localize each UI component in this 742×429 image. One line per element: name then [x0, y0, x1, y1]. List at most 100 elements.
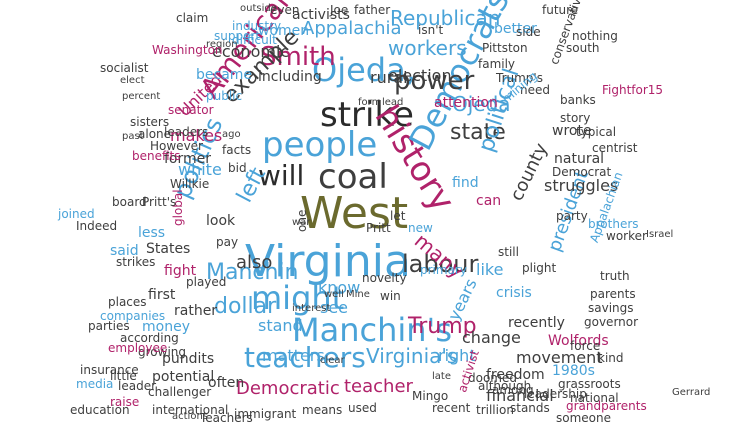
cloud-word-ojeda-: Ojeda,	[312, 51, 416, 89]
cloud-word-will: will	[258, 159, 305, 192]
cloud-word-former: former	[164, 151, 212, 167]
cloud-word-white: white	[178, 160, 222, 179]
cloud-word-trillion: trillion	[476, 403, 514, 417]
cloud-word-senator: senator	[168, 103, 214, 117]
cloud-word-used: used	[348, 401, 377, 415]
cloud-word-mingo: Mingo	[412, 389, 449, 403]
cloud-word-manchin-s: Manchin's	[292, 311, 453, 349]
cloud-word-side: side	[516, 25, 541, 39]
cloud-word-wrote: wrote	[552, 123, 592, 139]
cloud-word-still: still	[498, 245, 519, 259]
cloud-word-played: played	[186, 275, 227, 289]
cloud-word-sisters: sisters	[130, 115, 170, 129]
cloud-word-past: past	[122, 131, 144, 142]
cloud-word-public: public	[206, 89, 243, 103]
cloud-word-joined: joined	[58, 207, 95, 221]
cloud-word-better: better	[494, 21, 537, 37]
cloud-word-makes: makes	[170, 126, 223, 145]
cloud-word-rather: rather	[174, 303, 218, 319]
cloud-word-well: well	[324, 289, 344, 300]
cloud-word-national: national	[570, 391, 619, 405]
cloud-word-father: father	[354, 3, 391, 17]
cloud-word-first: first	[148, 287, 176, 303]
cloud-word-natural: natural	[554, 151, 605, 167]
cloud-word-leadership: leadership	[524, 387, 587, 401]
cloud-word-can: can	[476, 193, 502, 209]
cloud-word-financial: financial	[486, 386, 554, 405]
cloud-word-grandparents: grandparents	[566, 399, 647, 413]
cloud-word-stand: stand	[258, 316, 303, 335]
cloud-word-virginia: Virginia	[245, 236, 411, 287]
cloud-word-teachers: Teachers	[200, 411, 253, 425]
cloud-word-ojeda: Ojeda	[452, 92, 511, 116]
cloud-word-democrat: Democrat	[552, 165, 612, 179]
cloud-word-parties: parties	[88, 319, 130, 333]
cloud-word-difficult: difficult	[232, 33, 277, 47]
cloud-word-means: means	[302, 403, 343, 417]
cloud-word-find: find	[452, 175, 479, 191]
cloud-word-see: see	[320, 298, 349, 317]
cloud-word-dollar: dollar	[214, 294, 277, 319]
cloud-word-including: including	[258, 69, 322, 85]
cloud-word-strikes: strikes	[116, 255, 156, 269]
cloud-word-grassroots: grassroots	[558, 377, 621, 391]
cloud-word-often: often	[208, 375, 245, 391]
cloud-word-challenger: challenger	[148, 385, 212, 399]
cloud-word-employee: employee	[108, 341, 168, 355]
cloud-word-right: right	[438, 346, 476, 365]
cloud-word-primary: primary	[420, 263, 467, 277]
cloud-word-workers: workers	[388, 36, 467, 60]
cloud-word-appalachia: Appalachia	[302, 18, 402, 39]
cloud-word-although: although	[478, 379, 532, 393]
cloud-word-republican: Republican	[390, 6, 501, 30]
cloud-word-israel: Israel	[646, 229, 674, 240]
cloud-word-washington: Washington	[152, 43, 223, 57]
cloud-word-activists: activists	[292, 7, 350, 23]
cloud-word-struggles: struggles	[544, 176, 619, 195]
cloud-word-nothing: nothing	[572, 29, 618, 43]
cloud-word-smith: Smith	[260, 42, 336, 72]
cloud-word-also: also	[236, 252, 273, 273]
cloud-word-doomed: doomed	[468, 371, 517, 385]
cloud-word-money: money	[142, 319, 190, 335]
cloud-word-socialist: socialist	[100, 61, 149, 75]
cloud-word-outside: outside	[240, 3, 277, 14]
cloud-word-power: power	[394, 66, 475, 96]
cloud-word-coal: coal	[318, 157, 388, 197]
cloud-word-trump: Trump	[408, 314, 477, 339]
cloud-word-rural: rural	[370, 68, 408, 87]
cloud-word-industry: industry	[232, 19, 282, 33]
cloud-word-new: new	[408, 221, 433, 235]
cloud-word-change: change	[462, 328, 521, 347]
cloud-word-support: support	[214, 29, 261, 43]
cloud-word-willkie: Willkie	[170, 177, 210, 191]
cloud-word-form: form	[358, 97, 382, 108]
cloud-word-matters: matters	[262, 346, 325, 365]
cloud-word-look: look	[206, 213, 236, 229]
cloud-word-democratic: Democratic	[236, 378, 340, 399]
cloud-word-interest: interest	[292, 303, 331, 314]
cloud-word-bid: bid	[228, 161, 247, 175]
cloud-word-indeed: Indeed	[76, 219, 118, 233]
cloud-word-win: win	[380, 289, 401, 303]
cloud-word-attention: attention	[434, 95, 498, 111]
cloud-word-claim: claim	[176, 11, 209, 25]
cloud-word-let: let	[390, 209, 406, 223]
cloud-word-typical: typical	[576, 125, 617, 139]
cloud-word-banks: banks	[560, 93, 596, 107]
cloud-word-elect: elect	[120, 75, 145, 86]
cloud-word-south: south	[566, 41, 600, 55]
cloud-word-percent: percent	[122, 91, 161, 102]
cloud-word-became: became	[196, 67, 253, 83]
cloud-word-clear: clear	[320, 355, 345, 366]
cloud-word-media: media	[76, 377, 114, 391]
cloud-word-mine: Mine	[346, 289, 370, 300]
cloud-word-movement: movement	[516, 348, 603, 367]
cloud-word-crisis: crisis	[496, 285, 532, 301]
cloud-word-less: less	[138, 225, 166, 241]
cloud-word-places: places	[108, 295, 147, 309]
cloud-word-women: women	[258, 23, 310, 39]
cloud-word-gerrard: Gerrard	[672, 387, 711, 398]
cloud-word-isn-t: isn't	[418, 23, 444, 37]
cloud-word-even: even	[270, 3, 300, 17]
